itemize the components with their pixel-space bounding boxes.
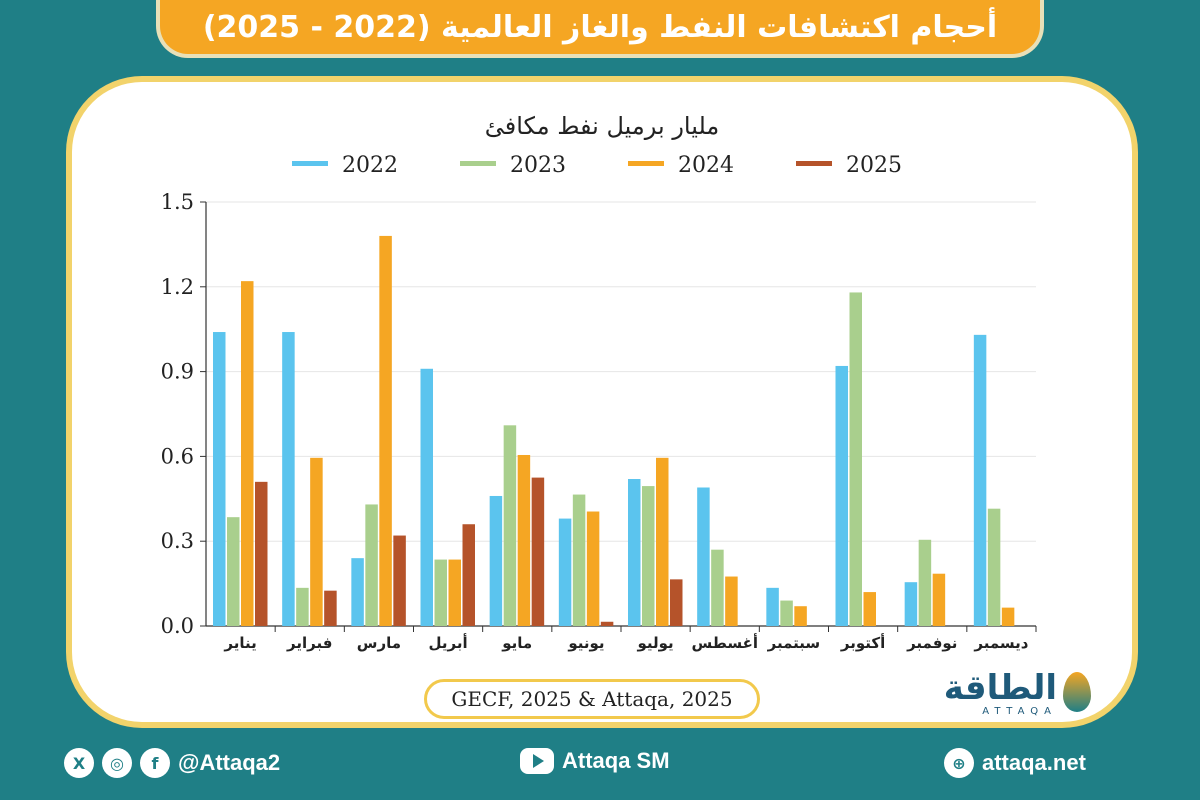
- y-tick-label: 0.0: [161, 614, 194, 638]
- legend-swatch-2024: [628, 161, 664, 166]
- bar-2023: [642, 486, 655, 626]
- x-tick-label: أكتوبر: [840, 633, 885, 652]
- bar-2022: [628, 479, 641, 626]
- bar-2022: [213, 332, 226, 626]
- y-tick-label: 0.3: [161, 529, 194, 553]
- bar-2023: [711, 549, 724, 626]
- y-tick-label: 1.2: [161, 275, 194, 299]
- bar-2022: [420, 368, 433, 626]
- x-tick-label: يوليو: [636, 634, 673, 652]
- legend-label-2025: 2025: [846, 153, 902, 178]
- instagram-icon[interactable]: ◎: [102, 748, 132, 778]
- bar-2023: [849, 292, 862, 626]
- bar-chart: مليار برميل نفط مكافئ 2022 2023 2024 2025 0.0…: [161, 112, 1037, 652]
- facebook-icon[interactable]: f: [140, 748, 170, 778]
- bar-2022: [558, 518, 572, 626]
- bar-2023: [503, 425, 517, 626]
- website-url: attaqa.net: [982, 750, 1086, 775]
- youtube-icon: [520, 748, 554, 774]
- bar-2025: [600, 621, 614, 626]
- attaqa-logo: الطاقة ATTAQA: [925, 668, 1095, 720]
- bar-2022: [282, 332, 295, 626]
- bar-2022: [904, 582, 918, 626]
- bar-2024: [448, 559, 461, 626]
- bar-2022: [697, 487, 710, 626]
- x-tick-label: أبريل: [429, 633, 468, 652]
- bar-2024: [586, 511, 600, 626]
- y-tick-label: 0.9: [161, 360, 194, 384]
- social-handle[interactable]: @Attaqa2: [178, 750, 281, 775]
- bar-2023: [296, 587, 309, 626]
- legend-label-2024: 2024: [678, 153, 734, 178]
- bar-2023: [434, 559, 447, 626]
- logo-text: الطاقة: [943, 668, 1057, 708]
- bar-2023: [365, 504, 378, 626]
- x-tick-label: فبراير: [286, 634, 332, 652]
- bar-2024: [932, 573, 946, 626]
- x-tick-label: يونيو: [567, 634, 604, 652]
- bar-2022: [489, 495, 503, 626]
- x-tick-label: ديسمبر: [973, 634, 1028, 652]
- legend-label-2022: 2022: [342, 153, 398, 178]
- bar-2024: [241, 281, 254, 626]
- y-tick-label: 0.6: [161, 444, 194, 468]
- bar-2023: [227, 517, 240, 626]
- logo-subtext: ATTAQA: [982, 706, 1057, 717]
- x-tick-label: نوفمبر: [906, 634, 957, 652]
- x-icon[interactable]: X: [64, 748, 94, 778]
- bar-2022: [766, 587, 779, 626]
- bar-2024: [863, 592, 876, 626]
- bar-2023: [572, 494, 586, 626]
- bar-2022: [351, 558, 364, 626]
- bar-2022: [835, 365, 848, 626]
- bar-2025: [462, 524, 475, 626]
- x-tick-label: يناير: [223, 634, 256, 652]
- bar-2025: [324, 590, 337, 626]
- bar-2024: [725, 576, 738, 626]
- page-title: أحجام اكتشافات النفط والغاز العالمية (20…: [202, 9, 998, 45]
- drop-icon: [1063, 672, 1091, 712]
- bar-2025: [255, 481, 268, 626]
- website-link[interactable]: ⊕ attaqa.net: [944, 748, 1086, 778]
- youtube-channel: Attaqa SM: [562, 748, 670, 773]
- legend-label-2023: 2023: [510, 153, 566, 178]
- bar-2024: [1001, 607, 1015, 626]
- bar-2025: [393, 535, 406, 626]
- bar-2024: [310, 457, 323, 626]
- title-banner: أحجام اكتشافات النفط والغاز العالمية (20…: [160, 0, 1040, 54]
- bar-2024: [517, 454, 531, 626]
- bar-2024: [656, 457, 669, 626]
- globe-icon: ⊕: [944, 748, 974, 778]
- bar-2024: [379, 235, 392, 627]
- social-links: X ◎ f @Attaqa2: [64, 748, 280, 778]
- x-tick-label: مايو: [501, 634, 532, 652]
- legend-swatch-2025: [796, 161, 832, 166]
- bar-2025: [670, 579, 683, 626]
- bar-2023: [918, 539, 932, 626]
- bar-2023: [987, 508, 1001, 626]
- bar-2025: [531, 477, 545, 626]
- bar-2022: [973, 334, 987, 626]
- bar-2023: [780, 600, 793, 626]
- source-label: GECF, 2025 & Attaqa, 2025: [424, 679, 760, 719]
- legend-swatch-2023: [460, 161, 496, 166]
- youtube-link[interactable]: Attaqa SM: [520, 748, 670, 774]
- x-tick-label: أغسطس: [692, 633, 758, 652]
- x-tick-label: سبتمبر: [767, 634, 821, 652]
- source-text: GECF, 2025 & Attaqa, 2025: [451, 687, 733, 711]
- y-tick-label: 1.5: [161, 190, 194, 214]
- footer: X ◎ f @Attaqa2 Attaqa SM ⊕ attaqa.net: [0, 730, 1200, 800]
- chart-card: مليار برميل نفط مكافئ 2022 2023 2024 2025 0.0…: [72, 82, 1132, 722]
- chart-title: مليار برميل نفط مكافئ: [485, 112, 720, 140]
- legend-swatch-2022: [292, 161, 328, 166]
- bar-2024: [794, 606, 807, 626]
- x-tick-label: مارس: [357, 634, 401, 652]
